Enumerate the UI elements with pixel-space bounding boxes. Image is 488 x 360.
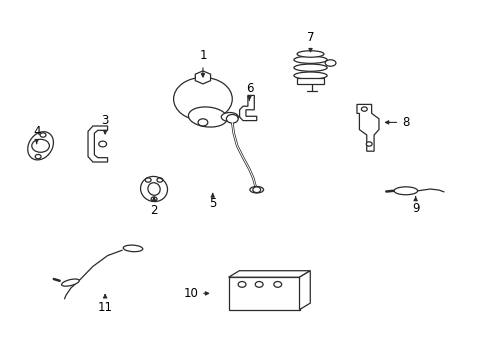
Ellipse shape [293,72,326,79]
Bar [228,277,299,310]
Circle shape [252,187,260,193]
Circle shape [273,282,281,287]
Circle shape [226,114,238,123]
Circle shape [238,282,245,287]
Ellipse shape [61,279,79,286]
Ellipse shape [140,176,167,202]
Text: 2: 2 [150,197,158,217]
Ellipse shape [325,60,335,66]
Polygon shape [356,104,378,151]
Circle shape [32,139,49,152]
Text: 4: 4 [33,125,41,144]
Ellipse shape [28,132,53,160]
Ellipse shape [293,64,326,71]
Text: 6: 6 [245,82,253,100]
Text: 5: 5 [208,194,216,210]
Text: 10: 10 [183,287,208,300]
Ellipse shape [293,56,326,63]
Ellipse shape [123,245,142,252]
Polygon shape [228,271,309,277]
Ellipse shape [147,183,160,195]
Circle shape [173,77,232,121]
Ellipse shape [221,112,238,122]
Text: 8: 8 [385,116,409,129]
Polygon shape [299,271,309,310]
Text: 11: 11 [98,294,112,314]
Text: 9: 9 [411,197,419,215]
Text: 7: 7 [306,31,314,52]
Ellipse shape [297,51,323,57]
Polygon shape [239,95,256,121]
Circle shape [255,282,263,287]
Text: 3: 3 [101,114,109,134]
Polygon shape [195,71,210,84]
Ellipse shape [393,187,417,195]
Ellipse shape [249,186,263,193]
Text: 1: 1 [199,49,206,77]
Polygon shape [88,126,107,162]
Circle shape [361,107,366,111]
Ellipse shape [188,107,227,127]
Circle shape [366,142,371,146]
Bar [297,78,324,84]
